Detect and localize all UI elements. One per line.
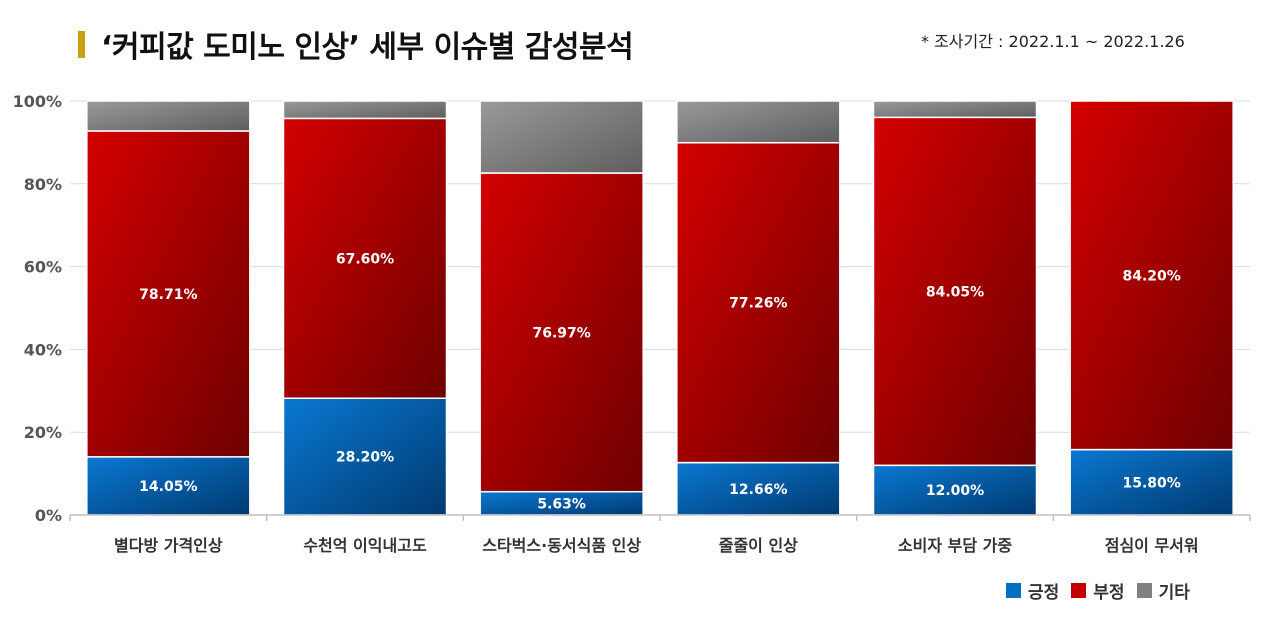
- legend-label: 부정: [1093, 583, 1125, 603]
- x-tick-label: 점심이 무서워: [1105, 536, 1199, 555]
- y-tick-label: 80%: [24, 175, 62, 194]
- legend: 긍정 부정 기타: [1006, 578, 1202, 603]
- legend-item: 긍정: [1006, 578, 1059, 603]
- data-label: 76.97%: [533, 325, 591, 341]
- legend-swatch: [1136, 583, 1152, 598]
- x-tick-label: 스타벅스·동서식품 인상: [482, 536, 641, 555]
- data-label: 84.20%: [1123, 268, 1181, 284]
- x-tick-label: 소비자 부담 가중: [898, 536, 1012, 555]
- data-label: 28.20%: [336, 450, 394, 466]
- data-label: 14.05%: [139, 479, 197, 495]
- y-tick-label: 100%: [13, 92, 62, 111]
- y-axis: 0% 20% 40% 60% 80% 100%: [13, 92, 62, 525]
- y-tick-label: 0%: [35, 506, 62, 525]
- y-tick-label: 40%: [24, 340, 62, 359]
- bar-segment: [479, 172, 644, 493]
- legend-swatch: [1071, 583, 1087, 598]
- legend-swatch: [1006, 583, 1021, 598]
- chart-title: ‘커피값 도미노 인상’ 세부 이슈별 감성분석: [101, 30, 634, 65]
- x-tick-label: 줄줄이 인상: [719, 536, 798, 555]
- bar-segment: [86, 100, 251, 132]
- bar-segment: [1069, 100, 1234, 451]
- bar-segment: [872, 464, 1038, 516]
- bar-segment: [676, 100, 841, 144]
- legend-label: 긍정: [1028, 583, 1060, 603]
- y-tick-label: 60%: [24, 258, 62, 277]
- legend-label: 기타: [1158, 583, 1190, 603]
- legend-item: 기타: [1136, 578, 1190, 603]
- bars-group: 14.05% 78.71% 28.20% 67.60% 5.63% 76.97% 12.66…: [86, 100, 1234, 516]
- bar-segment: [282, 117, 448, 400]
- data-label: 12.00%: [926, 483, 984, 499]
- bar-segment: [872, 100, 1038, 119]
- legend-item: 부정: [1071, 578, 1125, 603]
- x-tick-label: 수천억 이익내고도: [303, 536, 427, 555]
- bar-segment: [282, 100, 448, 120]
- bar-segment: [676, 141, 841, 464]
- survey-period: * 조사기간 : 2022.1.1 ~ 2022.1.26: [921, 32, 1185, 51]
- bar-segment: [479, 100, 644, 174]
- x-tick-label: 별다방 가격인상: [114, 536, 223, 555]
- data-label: 67.60%: [336, 251, 394, 267]
- data-label: 12.66%: [729, 482, 787, 498]
- x-axis: 별다방 가격인상 수천억 이익내고도 스타벅스·동서식품 인상 줄줄이 인상 소비자 부…: [69, 514, 1251, 555]
- grid-lines: [70, 100, 1250, 433]
- bar-segment: [86, 130, 251, 458]
- data-label: 78.71%: [139, 287, 197, 303]
- title-accent-bar: [78, 30, 85, 58]
- bar-segment: [872, 116, 1038, 467]
- title-area: ‘커피값 도미노 인상’ 세부 이슈별 감성분석: [78, 24, 634, 65]
- data-label: 77.26%: [729, 296, 787, 312]
- data-label: 5.63%: [537, 496, 586, 512]
- data-label: 84.05%: [926, 284, 984, 300]
- y-tick-label: 20%: [24, 423, 62, 442]
- data-label: 15.80%: [1123, 475, 1181, 491]
